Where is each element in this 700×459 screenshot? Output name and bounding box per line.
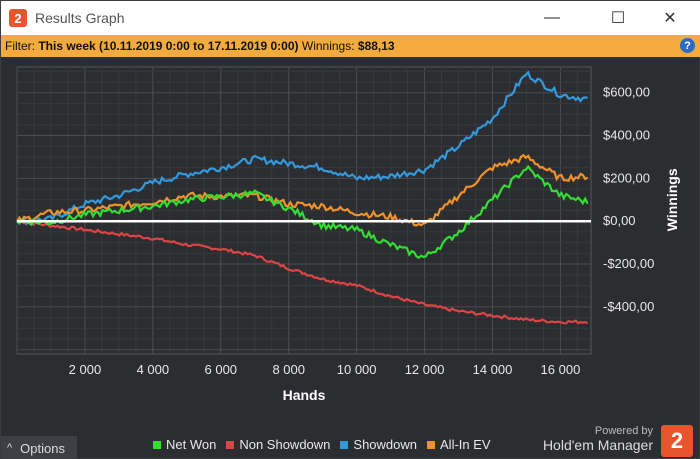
legend-item[interactable]: Net Won xyxy=(153,437,216,452)
filter-bar[interactable]: Filter: This week (10.11.2019 0:00 to 17… xyxy=(1,35,700,57)
filter-value: This week (10.11.2019 0:00 to 17.11.2019… xyxy=(38,39,299,53)
y-tick-label: $400,00 xyxy=(603,128,650,143)
x-tick-label: 6 000 xyxy=(205,362,238,377)
x-axis-label: Hands xyxy=(283,387,326,403)
filter-label: Filter: xyxy=(5,39,35,53)
series-line-all-in-ev xyxy=(16,153,589,227)
results-chart: 2 000 4 000 6 000 8 000 10 000 12 000 14 000 16… xyxy=(16,66,680,403)
series-line-showdown xyxy=(16,70,588,226)
options-button[interactable]: ^ Options xyxy=(1,436,77,459)
series-line-non-showdown xyxy=(16,220,589,325)
legend-swatch xyxy=(153,440,161,449)
product-name: Hold'em Manager xyxy=(542,437,653,453)
y-axis-label: Winnings xyxy=(664,168,680,231)
x-tick-label: 10 000 xyxy=(337,362,377,377)
close-button[interactable]: ✕ xyxy=(663,10,677,27)
legend-item[interactable]: Non Showdown xyxy=(226,437,330,452)
x-tick-label: 14 000 xyxy=(473,362,513,377)
legend-swatch xyxy=(340,440,349,449)
legend-swatch xyxy=(427,440,436,449)
y-tick-label: -$400,00 xyxy=(603,299,654,314)
legend-item[interactable]: Showdown xyxy=(340,437,417,452)
legend-label: Net Won xyxy=(166,437,217,452)
y-tick-label: $600,00 xyxy=(603,85,650,100)
y-tick-label: $0,00 xyxy=(603,213,636,228)
title-bar[interactable]: 2 Results Graph — ☐ ✕ xyxy=(1,1,700,35)
app-icon: 2 xyxy=(9,9,27,27)
x-tick-label: 12 000 xyxy=(405,362,445,377)
legend-swatch xyxy=(226,440,235,449)
winnings-label: Winnings: xyxy=(301,39,355,53)
y-tick-label: $200,00 xyxy=(603,170,650,185)
hm-logo-icon: 2 xyxy=(661,425,693,457)
options-label: Options xyxy=(20,440,65,456)
y-tick-label: -$200,00 xyxy=(603,256,654,271)
chevron-up-icon: ^ xyxy=(7,442,13,454)
legend-item[interactable]: All-In EV xyxy=(427,437,491,452)
minimize-button[interactable]: — xyxy=(544,9,560,26)
legend-label: Non Showdown xyxy=(239,437,331,452)
powered-by-label: Powered by xyxy=(594,425,653,437)
series-line-net-won xyxy=(16,164,589,260)
maximize-button[interactable]: ☐ xyxy=(610,10,626,27)
window-title: Results Graph xyxy=(35,10,125,26)
x-tick-label: 16 000 xyxy=(541,362,581,377)
legend-label: All-In EV xyxy=(440,437,491,452)
x-tick-label: 4 000 xyxy=(137,362,170,377)
legend-label: Showdown xyxy=(353,437,418,452)
x-tick-label: 8 000 xyxy=(272,362,305,377)
x-tick-label: 2 000 xyxy=(69,362,102,377)
winnings-value: $88,13 xyxy=(357,39,395,53)
branding: Powered by Hold'em Manager xyxy=(543,425,653,453)
chart-legend: Net Won Non Showdown Showdown All-In EV xyxy=(153,437,491,452)
help-icon[interactable]: ? xyxy=(680,38,695,53)
